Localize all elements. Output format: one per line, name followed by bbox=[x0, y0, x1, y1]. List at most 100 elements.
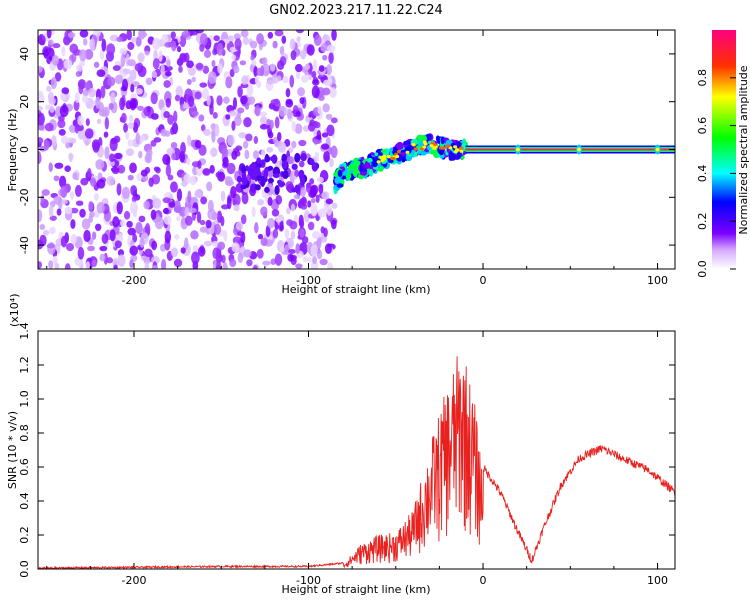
heatmap-noise-cell bbox=[129, 162, 137, 174]
heatmap-noise-cell bbox=[251, 60, 257, 66]
heatmap-track-peak bbox=[459, 146, 464, 150]
heatmap-noise-cell bbox=[272, 228, 279, 239]
heatmap-noise-cell bbox=[152, 37, 161, 50]
heatmap-noise-cell bbox=[211, 240, 219, 247]
heatmap-noise-cell bbox=[290, 230, 296, 240]
heatmap-noise-cell bbox=[113, 152, 123, 160]
heatmap-noise-cell bbox=[277, 141, 287, 153]
heatmap-noise-cell bbox=[38, 261, 43, 269]
heatmap-noise-cell bbox=[138, 31, 148, 38]
heatmap-noise-cell bbox=[235, 145, 243, 151]
heatmap-noise-cell bbox=[211, 211, 218, 221]
heatmap-noise-cell bbox=[200, 33, 208, 47]
heatmap-noise-cell bbox=[145, 77, 153, 86]
heatmap-track-cell bbox=[440, 136, 445, 145]
heatmap-noise-cell bbox=[310, 203, 318, 217]
figure-title: GN02.2023.217.11.22.C24 bbox=[269, 3, 443, 18]
heatmap-noise-cell bbox=[48, 260, 54, 269]
heatmap-noise-cell bbox=[134, 63, 141, 72]
heatmap-noise-cell bbox=[38, 93, 45, 104]
heatmap-noise-cell bbox=[225, 114, 231, 120]
heatmap-noise-cell bbox=[269, 119, 274, 130]
heatmap-noise-cell bbox=[194, 30, 204, 34]
heatmap-tone-node-core bbox=[577, 147, 582, 152]
heatmap-noise-cell bbox=[274, 116, 280, 129]
heatmap-noise-cell bbox=[70, 137, 77, 144]
heatmap-noise-cell bbox=[237, 252, 244, 264]
heatmap-noise-cell bbox=[307, 221, 315, 231]
heatmap-noise-cell bbox=[74, 122, 79, 134]
heatmap-noise-cell bbox=[260, 65, 265, 77]
heatmap-noise-cell bbox=[96, 118, 102, 125]
heatmap-noise-cell bbox=[187, 134, 192, 147]
heatmap-noise-cell bbox=[164, 230, 172, 244]
heatmap-noise-cell bbox=[228, 110, 236, 117]
heatmap-noise-cell bbox=[217, 63, 223, 74]
heatmap-noise-cell bbox=[226, 162, 236, 175]
heatmap-track-peak bbox=[380, 158, 385, 162]
heatmap-noise-cell bbox=[205, 219, 212, 229]
heatmap-noise-cell bbox=[60, 185, 68, 198]
heatmap-noise-cell bbox=[326, 45, 336, 52]
snr-y-tick-label: 1.2 bbox=[18, 356, 31, 374]
heatmap-noise-cell bbox=[40, 194, 45, 204]
heatmap-x-tick-label: 0 bbox=[480, 274, 487, 287]
heatmap-noise-cell bbox=[164, 41, 173, 48]
heatmap-noise-cell bbox=[326, 64, 333, 75]
heatmap-noise-cell bbox=[70, 233, 78, 245]
heatmap-noise-cell bbox=[95, 96, 101, 110]
heatmap-noise-cell bbox=[137, 105, 144, 111]
heatmap-noise-cell bbox=[211, 130, 216, 143]
heatmap-noise-cell bbox=[180, 141, 186, 155]
heatmap-noise-cell bbox=[152, 197, 162, 209]
heatmap-noise-cell bbox=[282, 75, 289, 84]
heatmap-noise-cell bbox=[176, 216, 181, 222]
heatmap-track-cell bbox=[334, 176, 342, 184]
heatmap-track-cell bbox=[364, 160, 371, 169]
heatmap-noise-cell bbox=[110, 92, 116, 104]
heatmap-noise-cell bbox=[136, 173, 143, 181]
heatmap-noise-cell bbox=[91, 139, 101, 151]
heatmap-noise-cell bbox=[144, 223, 151, 236]
heatmap-noise-cell bbox=[79, 208, 86, 218]
heatmap-noise-cell bbox=[129, 245, 139, 256]
heatmap-noise-cell bbox=[47, 39, 54, 46]
heatmap-noise-cell bbox=[287, 108, 293, 120]
heatmap-noise-cell bbox=[216, 259, 221, 269]
heatmap-noise-cell bbox=[272, 105, 280, 112]
heatmap-noise-cell bbox=[272, 40, 278, 49]
heatmap-noise-cell bbox=[233, 65, 240, 74]
heatmap-x-tick-label: 100 bbox=[647, 274, 668, 287]
heatmap-noise-cell bbox=[195, 62, 204, 70]
heatmap-noise-cell bbox=[221, 148, 229, 157]
heatmap-noise-cell bbox=[150, 113, 159, 120]
snr-background bbox=[38, 331, 675, 569]
heatmap-track-peak bbox=[446, 144, 451, 148]
heatmap-noise-cell bbox=[75, 70, 82, 77]
heatmap-noise-cell bbox=[160, 259, 167, 269]
snr-y-tick-label: 0.8 bbox=[18, 424, 31, 442]
heatmap-noise-cell bbox=[275, 194, 283, 205]
heatmap-noise-cell bbox=[306, 44, 315, 56]
heatmap-noise-cell bbox=[217, 241, 226, 251]
heatmap-noise-cell bbox=[322, 54, 328, 61]
heatmap-noise-cell bbox=[244, 149, 250, 160]
heatmap-dense-cell bbox=[256, 175, 263, 180]
colorbar-gradient bbox=[712, 30, 736, 269]
snr-y-tick-label: 0.2 bbox=[18, 526, 31, 544]
heatmap-noise-cell bbox=[320, 143, 330, 150]
heatmap-noise-cell bbox=[176, 188, 183, 202]
heatmap-noise-cell bbox=[302, 256, 309, 262]
heatmap-noise-cell bbox=[312, 256, 318, 265]
heatmap-noise-cell bbox=[311, 85, 320, 99]
heatmap-noise-cell bbox=[44, 122, 54, 132]
heatmap-noise-cell bbox=[233, 33, 241, 40]
heatmap-noise-cell bbox=[294, 169, 300, 177]
heatmap-noise-cell bbox=[325, 113, 333, 120]
heatmap-noise-cell bbox=[79, 30, 89, 38]
heatmap-noise-cell bbox=[253, 265, 258, 269]
heatmap-noise-cell bbox=[101, 38, 107, 52]
heatmap-noise-cell bbox=[240, 214, 247, 225]
heatmap-noise-cell bbox=[103, 131, 109, 138]
heatmap-noise-cell bbox=[113, 264, 118, 269]
